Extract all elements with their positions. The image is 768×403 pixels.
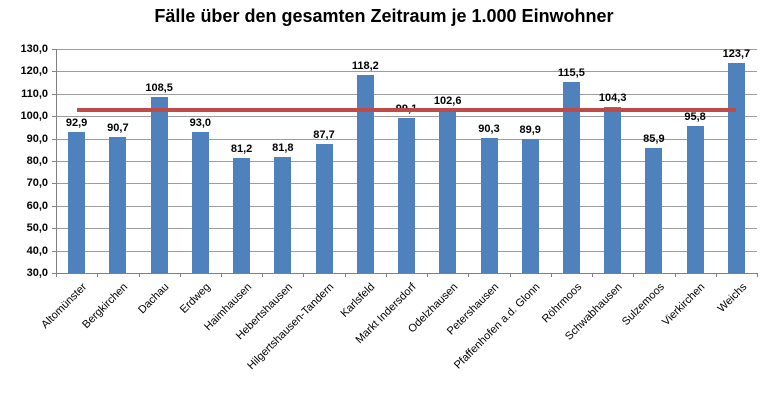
bar-value-label: 102,6 <box>433 95 462 108</box>
x-axis-tick <box>427 273 429 277</box>
bar-value-label: 90,3 <box>478 122 500 135</box>
x-axis-line <box>56 273 757 274</box>
bar <box>150 97 168 273</box>
x-axis-category-label: Sulzemoos <box>619 281 667 328</box>
y-axis-tick <box>52 205 56 207</box>
bar <box>562 81 580 273</box>
bar <box>68 132 86 273</box>
bar <box>398 118 415 273</box>
x-axis-tick <box>550 273 552 277</box>
x-axis-tick <box>468 273 470 277</box>
x-axis-category-label: Vierkirchen <box>660 281 708 329</box>
bar <box>645 147 663 273</box>
bar-value-label: 81,2 <box>230 143 253 156</box>
y-axis-tick <box>52 183 56 185</box>
y-axis-tick <box>52 138 56 140</box>
bar-value-label: 108,5 <box>145 82 173 95</box>
gridline <box>56 93 757 95</box>
y-axis-tick <box>52 49 56 50</box>
x-axis-tick <box>262 273 264 277</box>
bar <box>727 63 745 273</box>
y-axis-tick-label: 60,0 <box>26 199 48 212</box>
y-axis-tick <box>52 228 56 230</box>
x-axis-tick <box>509 273 511 277</box>
y-axis-tick <box>52 273 56 274</box>
bar <box>480 137 498 273</box>
gridline <box>56 49 757 50</box>
bar <box>315 143 333 273</box>
y-axis-tick-label: 50,0 <box>26 222 48 235</box>
x-axis-tick <box>715 273 717 277</box>
x-axis-tick <box>138 273 140 277</box>
x-axis-tick <box>97 273 99 277</box>
bar <box>521 138 539 273</box>
bar-value-label: 87,7 <box>313 128 335 141</box>
bar <box>274 157 292 273</box>
bar-value-label: 93,0 <box>189 116 211 129</box>
bar <box>604 106 622 273</box>
y-axis-tick-label: 40,0 <box>26 244 48 257</box>
x-axis-tick <box>344 273 346 277</box>
y-axis-tick-label: 110,0 <box>21 87 48 100</box>
gridline <box>56 116 757 118</box>
x-axis-category-label: Weichs <box>715 281 749 315</box>
gridline <box>56 71 757 73</box>
x-axis-tick <box>56 273 57 277</box>
x-axis-tick <box>220 273 222 277</box>
y-axis-tick-label: 100,0 <box>20 110 48 123</box>
x-axis-tick <box>303 273 305 277</box>
x-axis-tick <box>633 273 635 277</box>
bar-value-label: 81,8 <box>272 142 294 154</box>
x-axis-category-label: Erdweg <box>177 281 213 316</box>
y-axis-tick-label: 70,0 <box>26 177 48 190</box>
y-axis-tick-label: 30,0 <box>26 267 48 279</box>
bar-value-label: 90,7 <box>107 122 129 134</box>
bar-value-label: 115,5 <box>557 66 585 79</box>
y-axis-tick <box>52 161 56 162</box>
x-axis-tick <box>674 273 676 277</box>
y-axis-tick <box>52 93 56 95</box>
bar-value-label: 118,2 <box>351 60 379 73</box>
x-axis-category-label: Dachau <box>136 281 172 317</box>
x-axis-tick <box>757 273 758 277</box>
x-axis-category-label: Karlsfeld <box>339 281 378 320</box>
y-axis-tick-label: 120,0 <box>20 65 48 78</box>
y-axis-tick-label: 90,0 <box>26 132 48 145</box>
bar-value-label: 89,9 <box>519 123 541 136</box>
bar <box>439 110 457 273</box>
y-axis-tick <box>52 71 56 73</box>
y-axis-tick-label: 80,0 <box>26 155 48 167</box>
x-axis-tick <box>592 273 594 277</box>
bar <box>686 125 704 273</box>
bar-value-label: 95,8 <box>684 110 706 123</box>
x-axis-tick <box>179 273 181 277</box>
bar-value-label: 92,9 <box>65 117 88 130</box>
y-axis-tick-label: 130,0 <box>20 43 48 55</box>
y-axis-tick <box>52 116 56 118</box>
x-axis-category-label: Pfaffenhofen a.d. Glonn <box>452 281 543 372</box>
x-axis-category-label: Hilgertshausen-Tandern <box>245 281 337 373</box>
y-axis-tick <box>52 250 56 252</box>
bar <box>191 131 209 273</box>
bar-value-label: 123,7 <box>722 48 751 61</box>
bar-value-label: 85,9 <box>643 132 665 145</box>
reference-line <box>76 107 737 112</box>
bar-value-label: 104,3 <box>598 91 627 104</box>
bar <box>109 137 127 273</box>
y-axis-line <box>56 49 57 273</box>
chart-title: Fälle über den gesamten Zeitraum je 1.00… <box>154 6 614 26</box>
bar <box>356 75 374 273</box>
bar <box>233 158 251 273</box>
x-axis-tick <box>385 273 387 277</box>
